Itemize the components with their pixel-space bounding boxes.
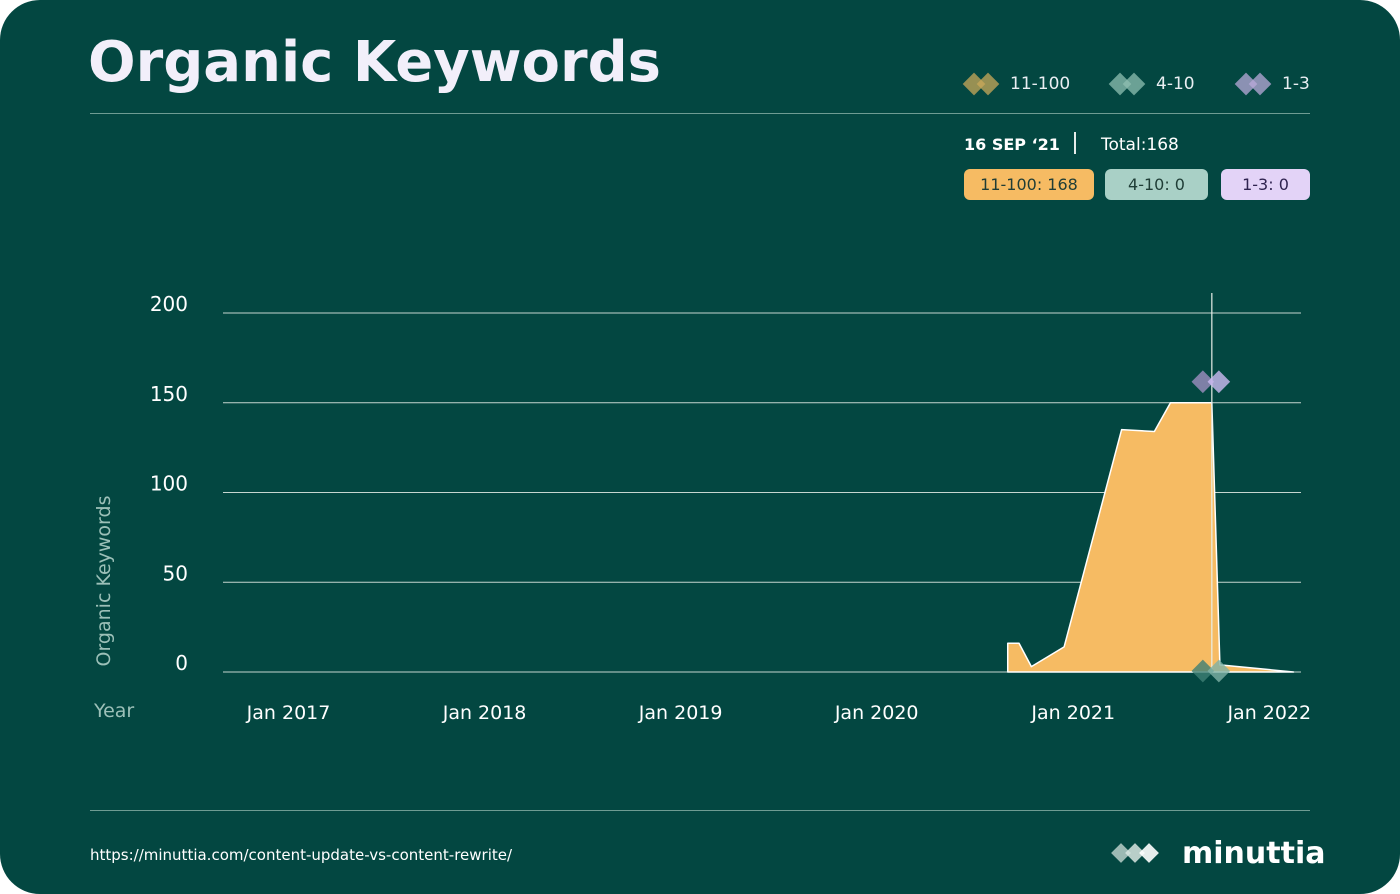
brand-name: minuttia [1182, 836, 1326, 871]
area-series-11-100 [1006, 402, 1295, 673]
x-tick-label: Jan 2018 [442, 702, 527, 724]
x-tick-label: Jan 2017 [246, 702, 331, 724]
tooltip-total: Total:168 [1101, 135, 1179, 155]
tooltip-pill-1-3: 1-3: 0 [1221, 169, 1310, 200]
x-axis-label: Year [94, 700, 135, 722]
tooltip-separator [1074, 132, 1076, 154]
hover-marker-4-10 [1191, 659, 1215, 683]
x-tick-label: Jan 2020 [834, 702, 919, 724]
legend-label: 11-100 [1010, 74, 1071, 94]
hover-marker-4-10 [1207, 659, 1231, 683]
y-tick-label: 200 [150, 292, 188, 316]
y-tick-label: 100 [150, 472, 188, 496]
y-tick-label: 50 [163, 561, 188, 585]
y-tick-label: 0 [175, 651, 188, 675]
legend-label: 1-3 [1282, 74, 1310, 94]
x-tick-label: Jan 2022 [1226, 702, 1311, 724]
minuttia-logo-icon [1111, 842, 1159, 863]
legend-item-1-3[interactable]: 1-3 [1234, 70, 1310, 98]
footer-divider [90, 810, 1310, 811]
header-divider [90, 113, 1310, 114]
tooltip-pill-11-100: 11-100: 168 [964, 169, 1094, 200]
source-url[interactable]: https://minuttia.com/content-update-vs-c… [90, 846, 513, 864]
tooltip-pill-4-10: 4-10: 0 [1105, 169, 1208, 200]
y-axis-label: Organic Keywords [93, 495, 115, 667]
page-title: Organic Keywords [88, 30, 661, 95]
brand-logo: minuttia [1108, 836, 1325, 871]
legend-label: 4-10 [1156, 74, 1195, 94]
y-tick-label: 150 [150, 382, 188, 406]
x-tick-label: Jan 2021 [1030, 702, 1115, 724]
x-tick-label: Jan 2019 [638, 702, 723, 724]
tooltip-date: 16 SEP ‘21 [964, 135, 1060, 154]
hover-marker-1-3 [1191, 370, 1215, 394]
hover-marker-1-3 [1207, 370, 1231, 394]
legend-item-11-100[interactable]: 11-100 [962, 70, 1070, 98]
legend-item-4-10[interactable]: 4-10 [1108, 70, 1195, 98]
